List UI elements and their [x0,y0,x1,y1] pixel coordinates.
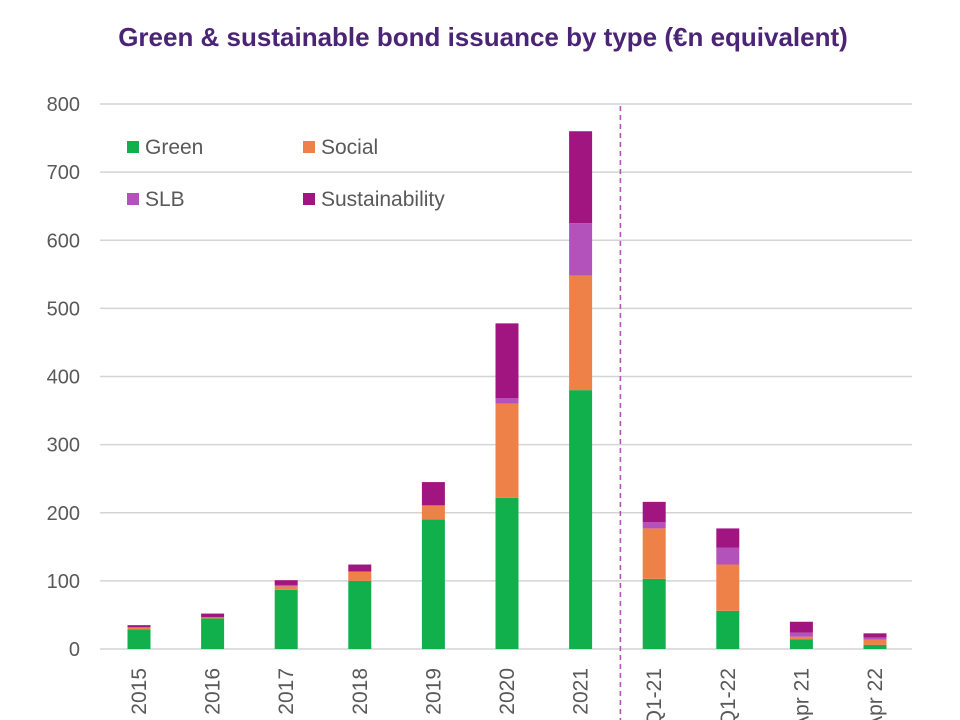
y-tick-label: 100 [47,571,80,593]
bar-segment-social [863,639,887,645]
bar-segment-green [274,589,298,649]
x-tick-label: 2018 [349,668,372,715]
x-tick-label: 2021 [570,668,593,715]
y-tick-label: 300 [47,435,80,457]
bar-segment-slb [642,522,666,529]
x-tick-label: Apr 21 [790,668,813,720]
bar-segment-sustainability [642,501,666,523]
bar-segment-slb [348,571,372,573]
bar-segment-sustainability [789,621,813,633]
y-tick-label: 600 [47,230,80,252]
legend-swatch-green [127,141,139,153]
x-tick-label: 2020 [496,668,519,715]
legend-label: Green [145,136,203,159]
bar-segment-sustainability [716,528,740,548]
bar-segment-slb [421,505,445,506]
bar-segment-green [569,390,593,649]
bar-segment-green [789,639,813,649]
bar-segment-slb [716,547,740,565]
y-tick-label: 200 [47,503,80,525]
bar-segment-sustainability [495,323,519,399]
bar-segment-green [642,578,666,649]
legend-label: Sustainability [321,188,445,211]
bar-segment-social [789,636,813,640]
legend-swatch-sustainability [303,193,315,205]
x-tick-label: 2015 [128,668,151,715]
bar-segment-slb [201,616,225,618]
bar-segment-slb [127,627,151,628]
bar-segment-green [716,610,740,649]
bar-segment-social [348,572,372,581]
bar-segment-sustainability [421,482,445,506]
x-tick-label: 2019 [422,668,445,715]
y-tick-label: 500 [47,298,80,320]
bar-segment-social [716,564,740,611]
x-tick-label: Apr 22 [864,668,887,720]
x-tick-label: 2017 [275,668,298,715]
bar-segment-green [201,618,225,649]
bar-segment-sustainability [201,613,225,617]
bar-segment-green [348,580,372,649]
bar-segment-green [495,497,519,649]
bar-segment-slb [789,632,813,637]
bar-segment-social [274,586,298,590]
chart-title: Green & sustainable bond issuance by typ… [118,22,848,52]
legend-swatch-slb [127,193,139,205]
bar-segment-green [863,644,887,649]
bar-segment-social [569,275,593,391]
bar-segment-sustainability [348,564,372,572]
y-tick-label: 800 [47,94,80,116]
y-tick-label: 400 [47,367,80,389]
x-tick-label: Q1-22 [717,668,740,720]
bar-segment-social [201,617,225,619]
x-tick-label: 2016 [202,668,225,715]
bar-segment-sustainability [127,625,151,628]
bar-segment-sustainability [569,131,593,224]
bar-segment-sustainability [274,580,298,585]
bar-segment-slb [495,398,519,404]
y-tick-label: 700 [47,162,80,184]
y-tick-label: 0 [69,639,80,661]
bar-segment-social [495,403,519,498]
bar-segment-slb [274,584,298,587]
bar-segment-social [127,627,151,630]
bar-segment-social [642,528,666,579]
bar-segment-sustainability [863,633,887,638]
bar-segment-slb [569,223,593,276]
bar-segment-social [421,505,445,520]
bar-segment-slb [863,637,887,640]
legend-swatch-social [303,141,315,153]
bar-segment-green [127,629,151,649]
legend-label: SLB [145,188,185,211]
legend-label: Social [321,136,378,159]
x-tick-label: Q1-21 [643,668,666,720]
bar-segment-green [421,519,445,649]
